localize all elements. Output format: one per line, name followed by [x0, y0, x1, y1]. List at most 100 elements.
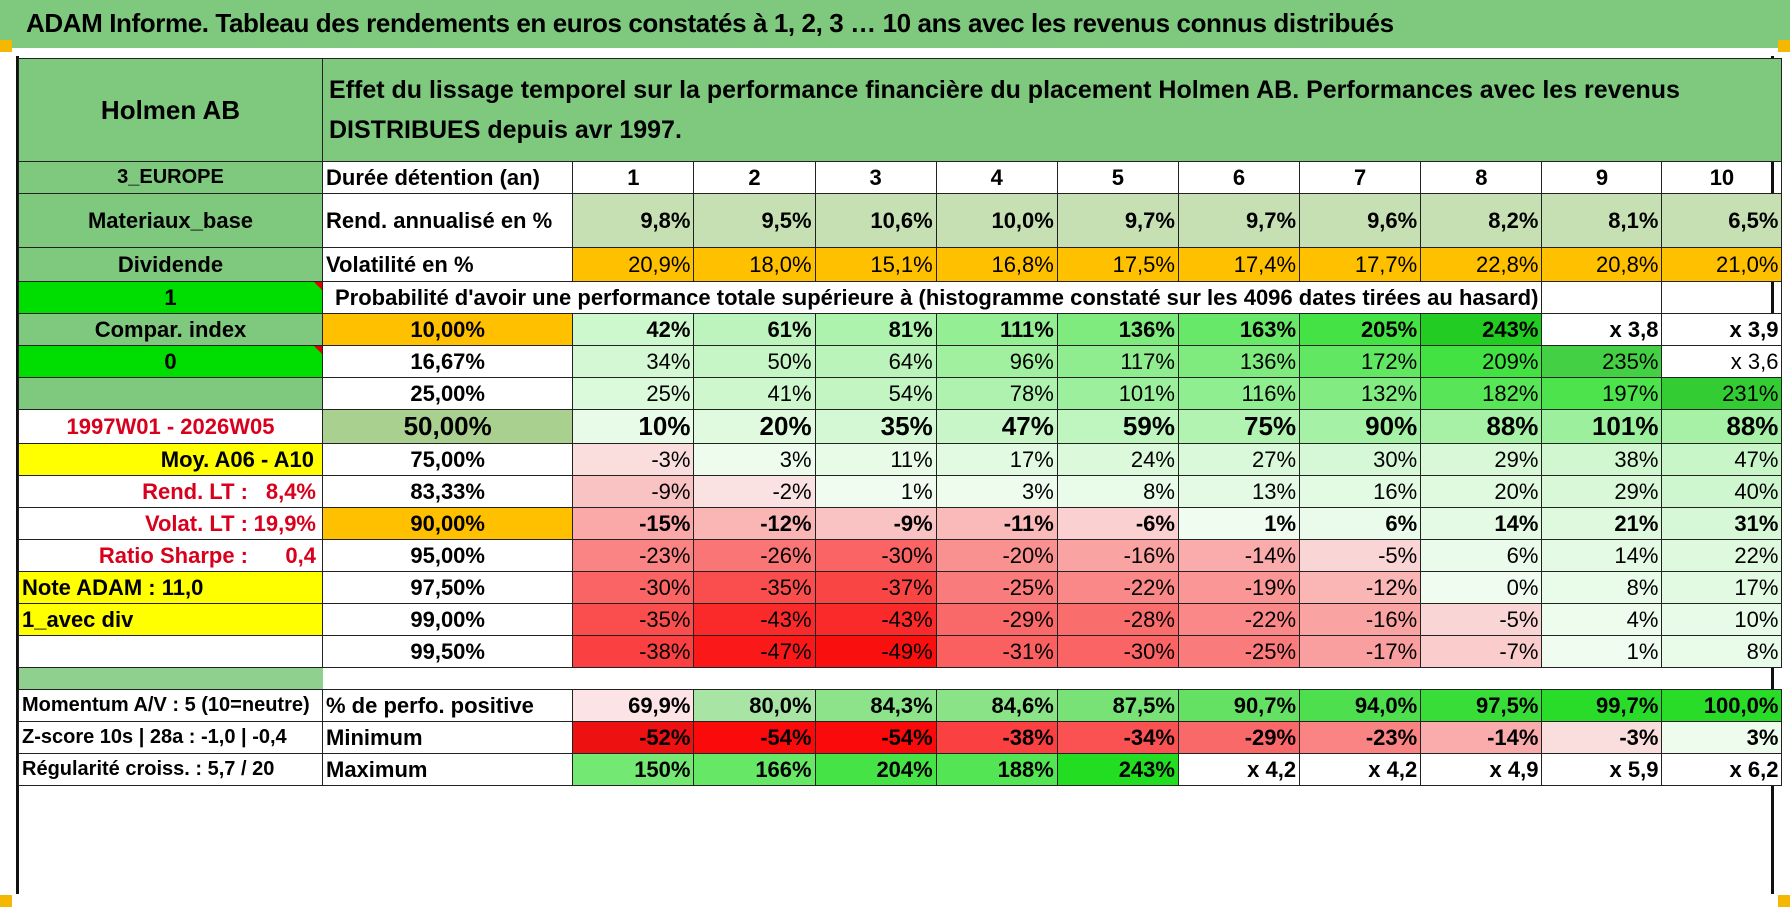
asset-name: Holmen AB: [18, 58, 323, 162]
quantile-value: 111%: [935, 313, 1058, 346]
quantile-value: 25%: [572, 377, 695, 410]
quantile-value: 81%: [814, 313, 937, 346]
quantile-value: 205%: [1299, 313, 1422, 346]
corner-marker: [0, 895, 12, 907]
probability-row: 1 Probabilité d'avoir une performance tot…: [18, 281, 1783, 314]
positive-value: 69,9%: [572, 689, 695, 722]
quantile-value: 136%: [1056, 313, 1179, 346]
quantile-value: -28%: [1056, 603, 1179, 636]
quantile-value: -12%: [693, 507, 816, 540]
duration-label: Durée détention (an): [321, 161, 574, 194]
quantile-value: 40%: [1661, 475, 1783, 508]
positive-value: 90,7%: [1177, 689, 1301, 722]
volatility-value: 20,8%: [1541, 247, 1663, 282]
quantile-value: 54%: [814, 377, 937, 410]
rend-value: 9,5%: [693, 193, 816, 248]
positive-value: 97,5%: [1420, 689, 1543, 722]
summary-left-label: Régularité croiss. : 5,7 / 20: [18, 753, 323, 786]
period-label: 1997W01 - 2026W05: [18, 409, 323, 444]
note-adam: Note ADAM : 11,0: [18, 571, 323, 604]
quantile-value: 41%: [693, 377, 816, 410]
positive-value: 100,0%: [1661, 689, 1783, 722]
volatility-value: 21,0%: [1661, 247, 1783, 282]
quantile-value: 88%: [1661, 409, 1783, 444]
quantile-value: 42%: [572, 313, 695, 346]
quantile-value: 209%: [1420, 345, 1543, 378]
volatility-value: 17,7%: [1299, 247, 1422, 282]
minimum-value: -54%: [814, 721, 937, 754]
quantile-row: 1_avec div 99,00% -35% -43% -43% -29% -28% -22%…: [18, 603, 1783, 636]
quantile-row: Moy. A06 - A10 75,00% -3% 3% 11% 17% 24% 27% 30%…: [18, 443, 1783, 476]
quantile-value: -37%: [814, 571, 937, 604]
volatility-value: 18,0%: [693, 247, 816, 282]
quantile-value: 22%: [1661, 539, 1783, 572]
quantile-value: 116%: [1177, 377, 1301, 410]
positive-value: 94,0%: [1299, 689, 1422, 722]
moy-label: Moy. A06 - A10: [18, 443, 323, 476]
avec-div-label: 1_avec div: [18, 603, 323, 636]
quantile-value: -5%: [1420, 603, 1543, 636]
summary-label: Maximum: [321, 753, 574, 786]
year-header: 8: [1420, 161, 1543, 194]
quantile-value: 29%: [1541, 475, 1663, 508]
compar-index-label: Compar. index: [18, 313, 323, 346]
maximum-value: x 4,9: [1420, 753, 1543, 786]
quantile-label: 97,50%: [321, 571, 574, 604]
quantile-value: 8%: [1056, 475, 1179, 508]
quantile-row: Compar. index 10,00% 42% 61% 81% 111% 136% 163%…: [18, 313, 1783, 346]
positive-value: 80,0%: [693, 689, 816, 722]
volatility-value: 16,8%: [935, 247, 1058, 282]
gap-cell: [18, 667, 323, 690]
minimum-value: -3%: [1541, 721, 1663, 754]
maximum-value: x 4,2: [1177, 753, 1301, 786]
quantile-value: 24%: [1056, 443, 1179, 476]
quantile-value: 6%: [1299, 507, 1422, 540]
empty-cell: [18, 635, 323, 668]
year-header: 5: [1056, 161, 1179, 194]
quantile-value: 117%: [1056, 345, 1179, 378]
quantile-value: 1%: [1541, 635, 1663, 668]
rend-lt-label: Rend. LT :: [142, 478, 248, 504]
quantile-value: -7%: [1420, 635, 1543, 668]
corner-marker: [1778, 40, 1790, 52]
minimum-value: -38%: [935, 721, 1058, 754]
quantile-row: Rend. LT : 8,4% 83,33% -9% -2% 1% 3% 8% 13% 16% 20…: [18, 475, 1783, 508]
rend-lt-value: 8,4%: [265, 478, 316, 504]
quantile-value: 101%: [1056, 377, 1179, 410]
quantile-value: -22%: [1177, 603, 1301, 636]
gap-cell: [323, 668, 1782, 690]
quantile-value: -9%: [572, 475, 695, 508]
quantile-label: 75,00%: [321, 443, 574, 476]
quantile-row: 1997W01 - 2026W05 50,00% 10% 20% 35% 47% 59% 75…: [18, 409, 1783, 444]
years-row: 3_EUROPE Durée détention (an) 1 2 3 4 5 6 7 8 9 10: [18, 161, 1783, 194]
empty-cell: [1661, 281, 1783, 314]
positive-row: Momentum A/V : 5 (10=neutre)% de perfo. …: [18, 689, 1783, 722]
quantile-value: -47%: [693, 635, 816, 668]
volatility-value: 22,8%: [1420, 247, 1543, 282]
report-title: ADAM Informe. Tableau des rendements en …: [26, 8, 1394, 38]
maximum-value: 204%: [814, 753, 937, 786]
year-header: 4: [935, 161, 1058, 194]
quantile-value: 17%: [1661, 571, 1783, 604]
quantile-value: 38%: [1541, 443, 1663, 476]
rend-value: 9,7%: [1056, 193, 1179, 248]
quantile-value: 31%: [1661, 507, 1783, 540]
quantile-value: 35%: [814, 409, 937, 444]
quantile-value: 59%: [1056, 409, 1179, 444]
quantile-value: -6%: [1056, 507, 1179, 540]
quantile-value: 10%: [572, 409, 695, 444]
rend-lt: Rend. LT : 8,4%: [18, 475, 323, 508]
quantile-value: 197%: [1541, 377, 1663, 410]
year-header: 3: [814, 161, 937, 194]
rend-value: 9,6%: [1299, 193, 1422, 248]
quantile-value: -29%: [935, 603, 1058, 636]
volatility-value: 15,1%: [814, 247, 937, 282]
maximum-value: x 5,9: [1541, 753, 1663, 786]
positive-value: 84,3%: [814, 689, 937, 722]
quantile-row: Note ADAM : 11,0 97,50% -30% -35% -37% -25% -2…: [18, 571, 1783, 604]
maximum-value: 166%: [693, 753, 816, 786]
quantile-value: 64%: [814, 345, 937, 378]
volatility-value: 17,4%: [1177, 247, 1301, 282]
quantile-value: 47%: [1661, 443, 1783, 476]
dividend-label: Dividende: [18, 247, 323, 282]
